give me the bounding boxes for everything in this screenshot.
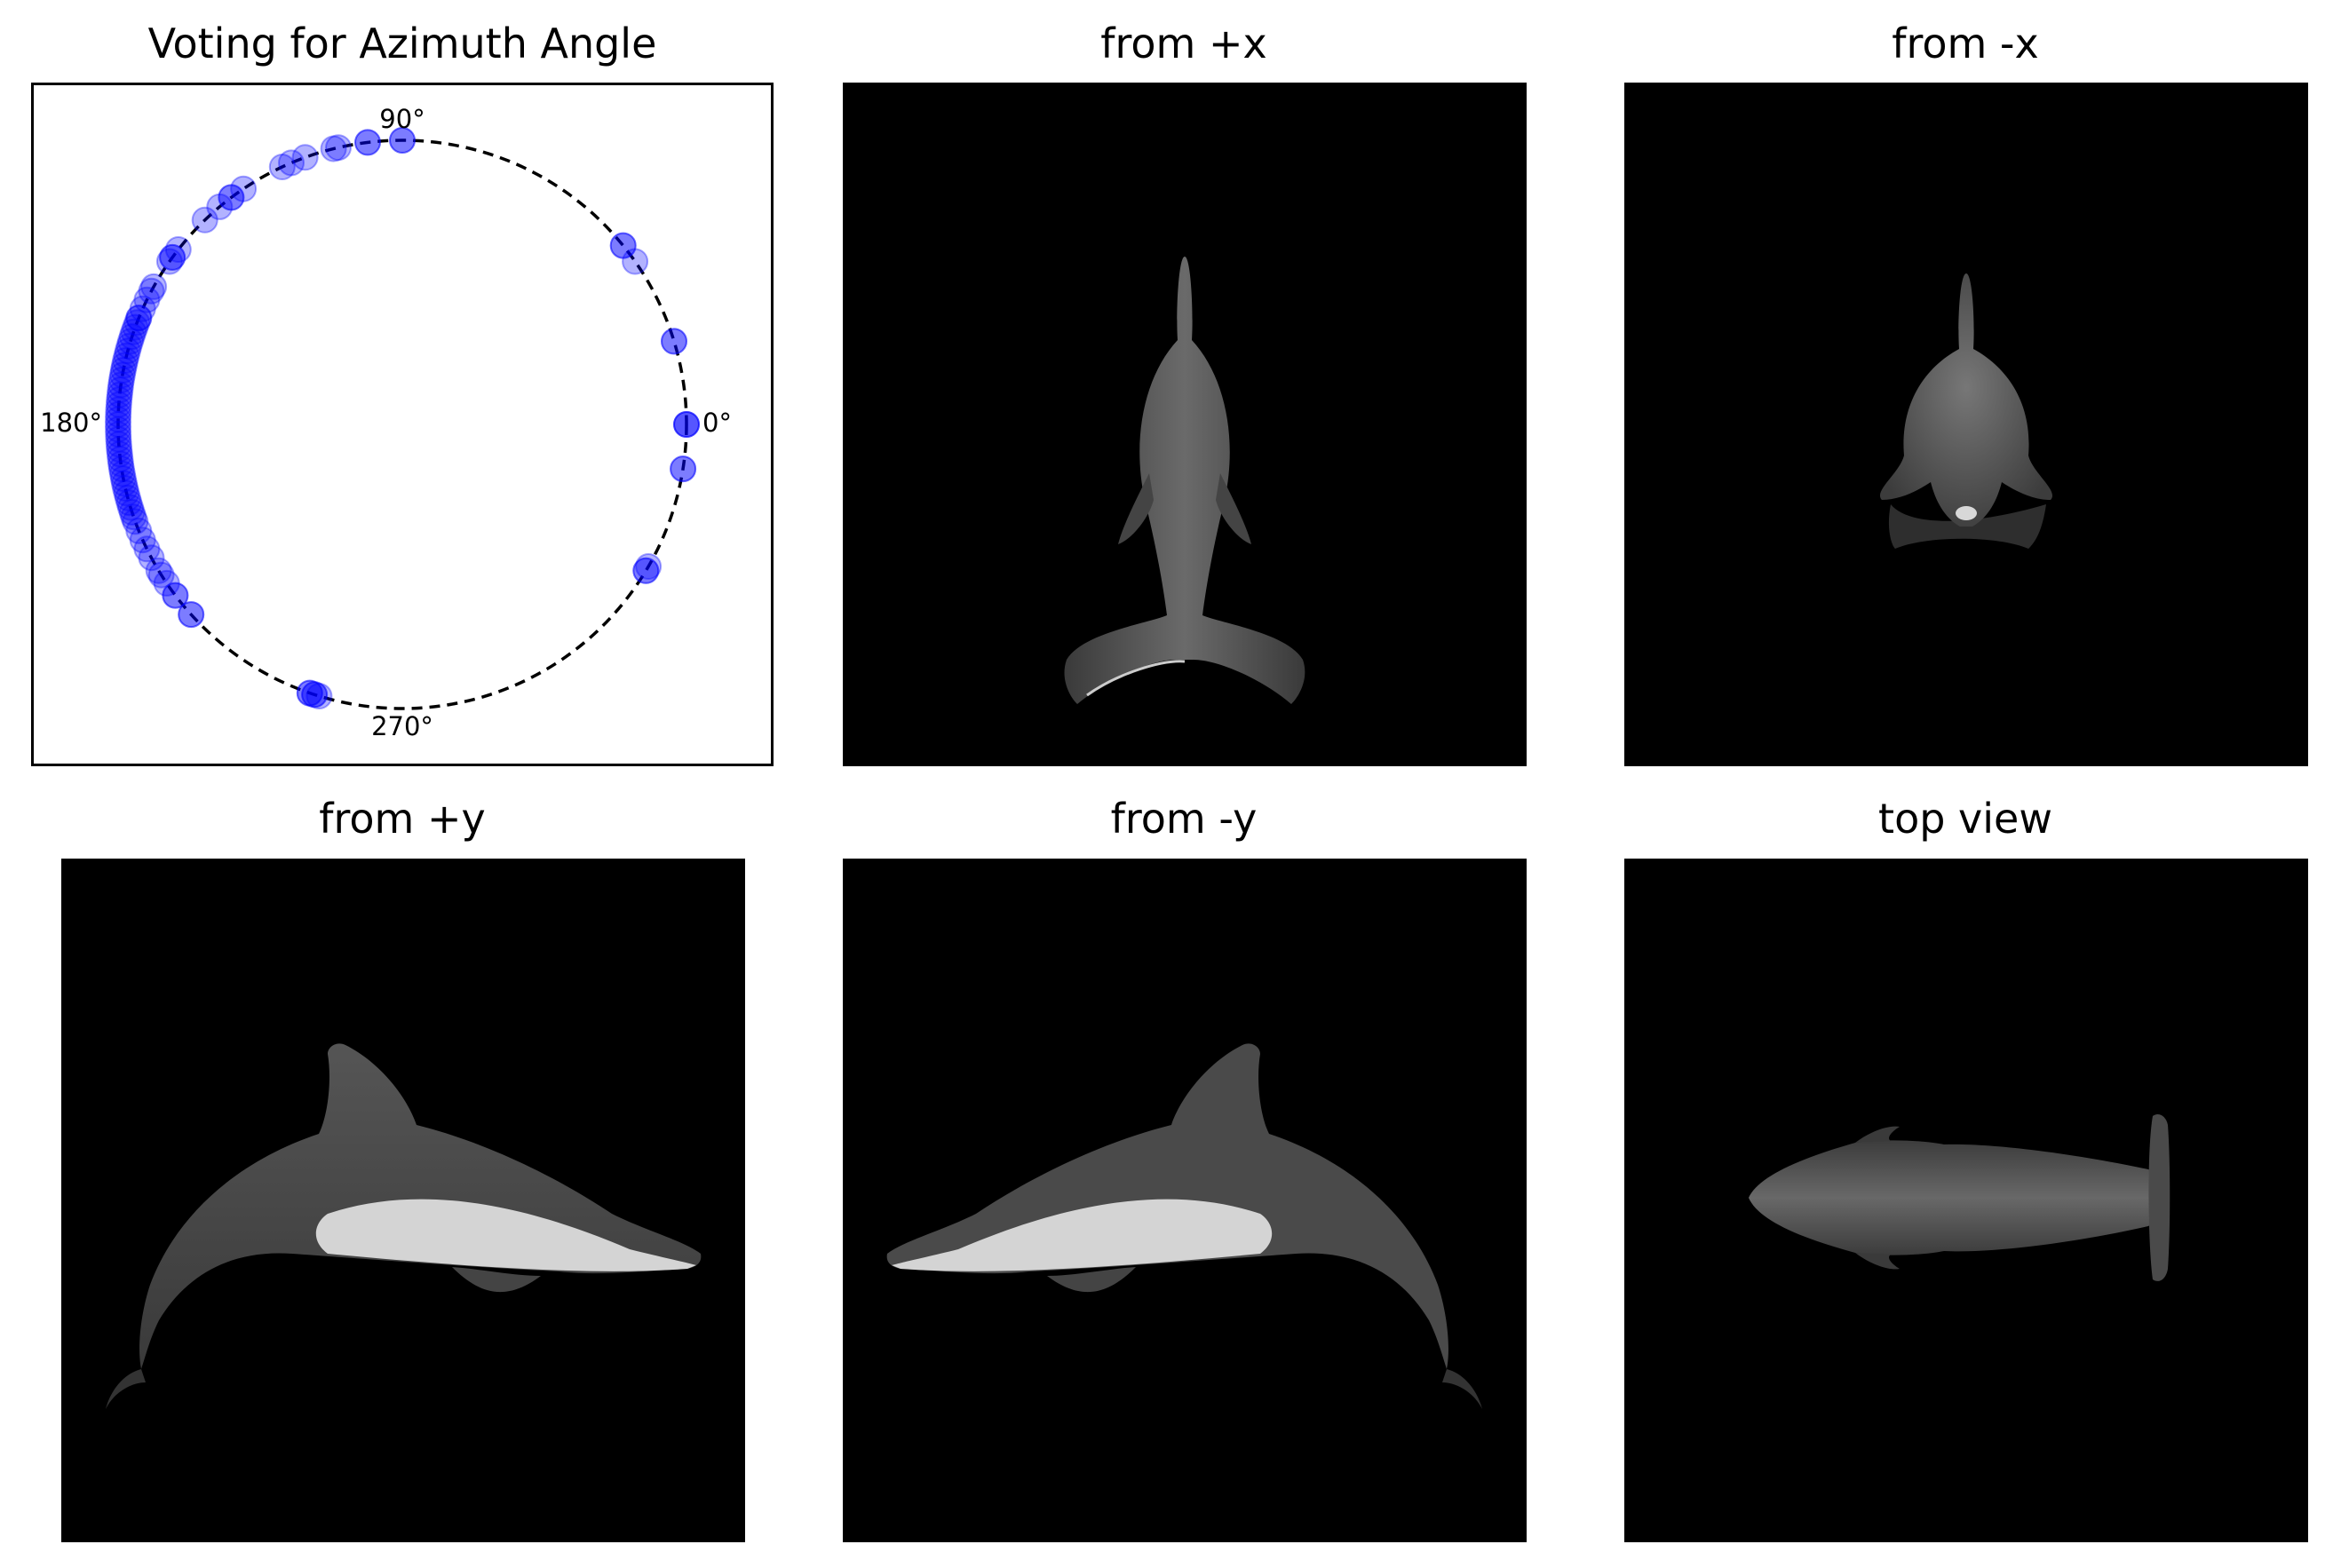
view-panel-minus-x [1624, 83, 2308, 766]
view-panel-plus-x [843, 83, 1527, 766]
dolphin-side-view-left-facing-icon [886, 1043, 1482, 1409]
dolphin-side-view-right-facing-icon [106, 1043, 702, 1409]
dolphin-top-view-icon [1749, 1114, 2170, 1281]
view-panel-plus-y [61, 859, 745, 1542]
azimuth-chart-frame [31, 83, 774, 766]
view-title-top: top view [1878, 795, 2052, 843]
view-title-minus-y: from -y [1110, 795, 1258, 843]
view-title-minus-x: from -x [1892, 20, 2039, 67]
azimuth-chart-title: Voting for Azimuth Angle [147, 20, 657, 67]
view-title-plus-x: from +x [1100, 20, 1267, 67]
view-panel-minus-y [843, 859, 1527, 1542]
view-panel-top [1624, 859, 2308, 1542]
view-title-plus-y: from +y [319, 795, 486, 843]
dolphin-rear-view-icon [1064, 257, 1305, 704]
dolphin-front-view-icon [1879, 273, 2053, 549]
